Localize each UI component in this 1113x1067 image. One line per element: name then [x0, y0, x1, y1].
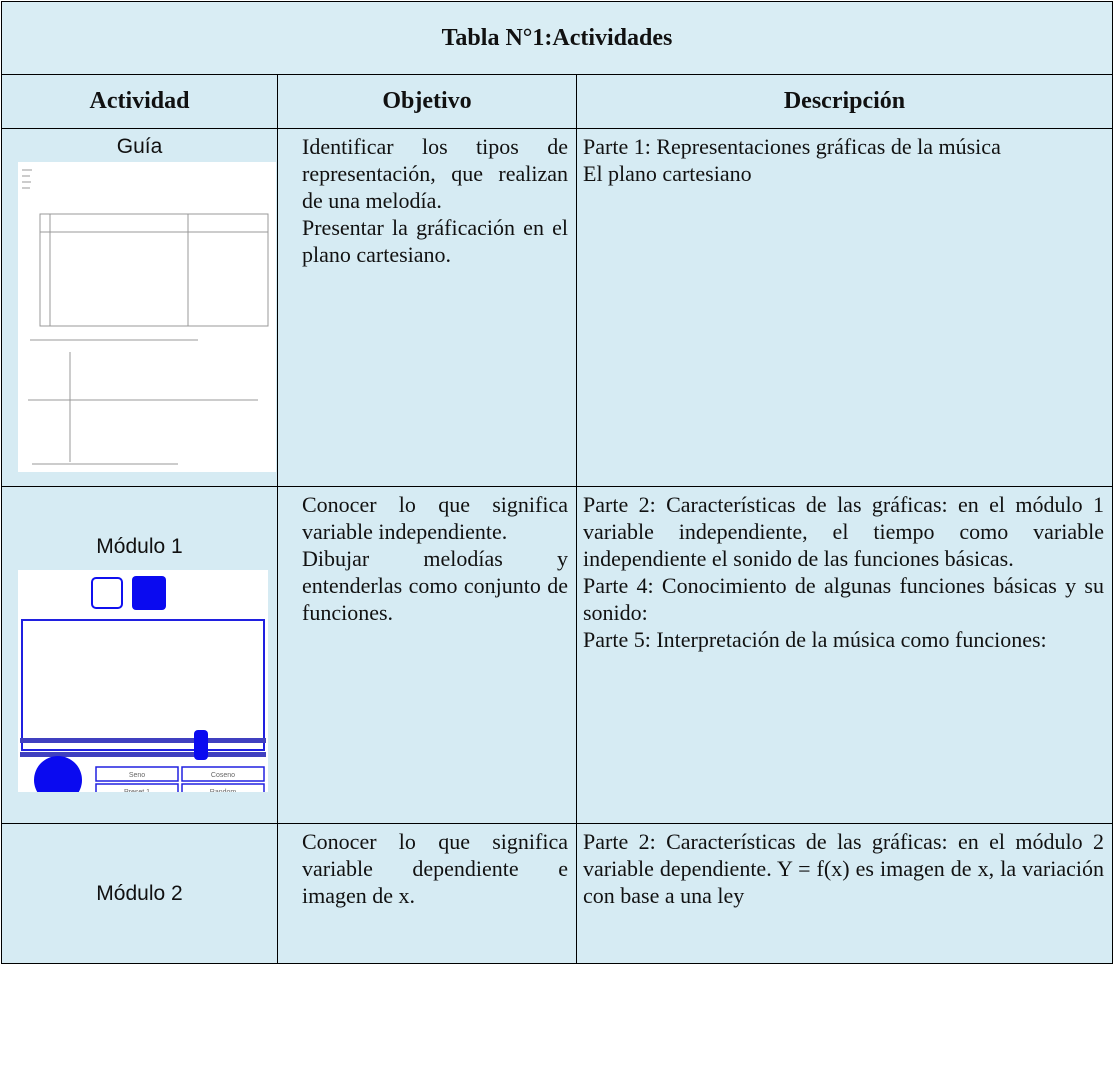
description: Parte 1: Representaciones gráficas de la… — [583, 134, 1001, 159]
button-label: Preset 1 — [124, 789, 150, 792]
activity: Módulo 1 — [96, 535, 183, 558]
description: Parte 2: Características de las gráficas… — [583, 829, 1104, 908]
activity: Guía — [116, 135, 163, 158]
guide-thumbnail — [18, 162, 276, 472]
description-cell: Parte 1: Representaciones gráficas de la… — [576, 128, 1113, 487]
activity-cell: Módulo 2 — [1, 823, 278, 964]
button-label: Seno — [129, 772, 145, 779]
activity: Módulo 2 — [96, 882, 183, 905]
description: Parte 5: Interpretación de la música com… — [583, 627, 1047, 652]
header: Descripción — [576, 74, 1113, 129]
header: Actividad — [1, 74, 278, 129]
objective-cell: Identificar los tipos de representación,… — [277, 128, 577, 487]
module-thumbnail: Seno Coseno Preset 1 Random — [18, 570, 268, 792]
description-cell: Parte 2: Características de las gráficas… — [576, 486, 1113, 824]
table-title: Tabla N°1:Actividades — [1, 1, 1113, 75]
description: El plano cartesiano — [583, 161, 752, 186]
activity-cell: Módulo 1 Seno Coseno Preset 1 Random — [1, 486, 278, 824]
objective-cell: Conocer lo que significa variable indepe… — [277, 486, 577, 824]
description-cell: Parte 2: Características de las gráficas… — [576, 823, 1113, 964]
objective-cell: Conocer lo que significa variable depend… — [277, 823, 577, 964]
objective: Dibujar melodías y entenderlas como conj… — [302, 546, 568, 625]
description: Parte 2: Características de las gráficas… — [583, 492, 1104, 571]
objective: Conocer lo que significa variable depend… — [302, 829, 568, 908]
description: Parte 4: Conocimiento de algunas funcion… — [583, 573, 1104, 625]
activity-cell: Guía — [1, 128, 278, 487]
button-label: Random — [210, 789, 237, 792]
objective: Presentar la gráficación en el plano car… — [302, 215, 568, 267]
objective: Identificar los tipos de representación,… — [302, 134, 568, 213]
header: Objetivo — [277, 74, 577, 129]
button-label: Coseno — [211, 772, 235, 779]
activities-table: Tabla N°1:Actividades Actividad Objetivo… — [1, 1, 1113, 964]
objective: Conocer lo que significa variable indepe… — [302, 492, 568, 544]
